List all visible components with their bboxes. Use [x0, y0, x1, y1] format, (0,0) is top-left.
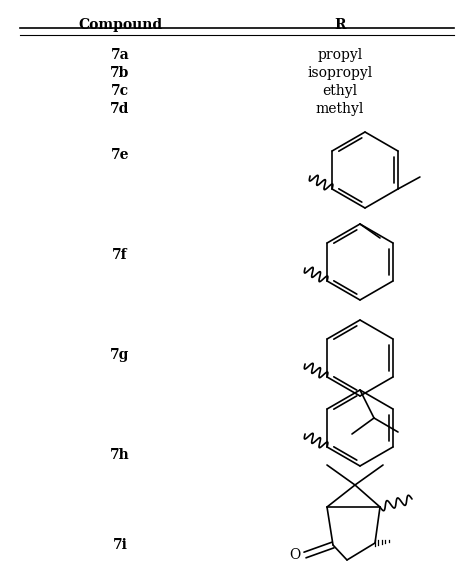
- Text: 7a: 7a: [110, 48, 129, 62]
- Text: 7h: 7h: [110, 448, 130, 462]
- Text: 7b: 7b: [110, 66, 130, 80]
- Text: 7c: 7c: [111, 84, 129, 98]
- Text: isopropyl: isopropyl: [307, 66, 373, 80]
- Text: R: R: [334, 18, 346, 32]
- Text: methyl: methyl: [316, 102, 364, 116]
- Text: propyl: propyl: [318, 48, 363, 62]
- Text: 7f: 7f: [112, 248, 128, 262]
- Text: O: O: [289, 548, 301, 562]
- Text: 7d: 7d: [110, 102, 130, 116]
- Text: Compound: Compound: [78, 18, 162, 32]
- Text: 7g: 7g: [110, 348, 130, 362]
- Text: 7i: 7i: [112, 538, 128, 552]
- Text: 7e: 7e: [111, 148, 129, 162]
- Text: ethyl: ethyl: [322, 84, 357, 98]
